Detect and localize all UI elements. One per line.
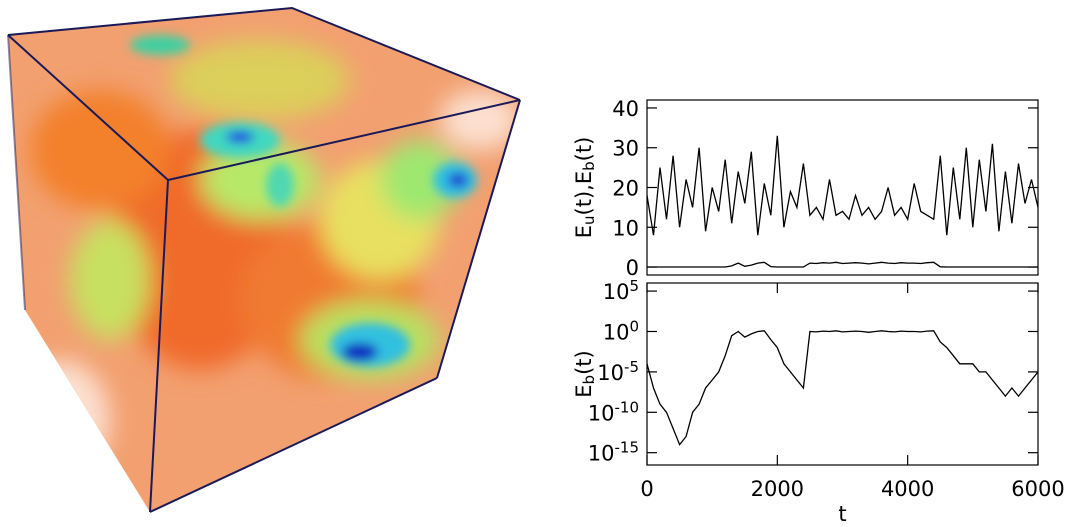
y-tick-label: 10-15 <box>588 438 639 465</box>
x-tick-label: 6000 <box>1011 477 1064 501</box>
y-axis-label: Eb(t) <box>572 350 598 397</box>
series-line <box>646 135 1039 236</box>
y-tick-label: 20 <box>612 177 639 201</box>
y-tick-label: 10-10 <box>588 398 639 425</box>
cube-edges <box>7 6 521 513</box>
y-tick-label: 100 <box>603 317 639 344</box>
y-tick-label: 0 <box>626 256 639 280</box>
x-tick-label: 0 <box>640 477 653 501</box>
y-axis-label: Eu(t),Eb(t) <box>572 137 598 239</box>
y-tick-label: 40 <box>612 97 639 121</box>
y-tick-label: 10 <box>612 216 639 240</box>
plot-frame <box>646 282 1039 466</box>
plot-frame <box>646 99 1039 276</box>
y-tick-label: 105 <box>603 277 639 304</box>
volume-rendering <box>8 8 520 512</box>
x-axis-label: t <box>838 502 846 523</box>
x-tick-label: 4000 <box>881 477 934 501</box>
series-line <box>646 330 1039 446</box>
x-tick-label: 2000 <box>751 477 804 501</box>
series-line <box>647 261 1038 268</box>
y-tick-label: 30 <box>612 137 639 161</box>
y-tick-label: 10-5 <box>597 358 639 385</box>
